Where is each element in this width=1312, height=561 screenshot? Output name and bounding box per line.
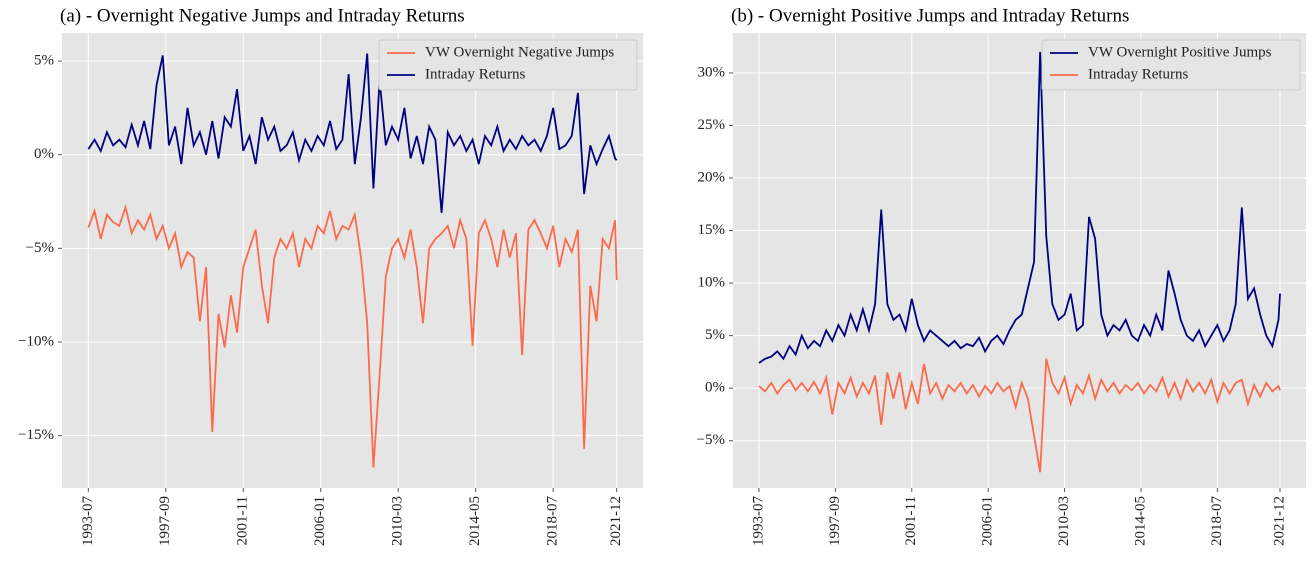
legend-label: Intraday Returns [1088,66,1189,82]
y-tick-label: −15% [18,427,54,443]
legend-label: Intraday Returns [425,66,526,82]
chart-title: (b) - Overnight Positive Jumps and Intra… [731,5,1129,26]
x-tick-label: 2021-12 [608,496,624,546]
legend-label: VW Overnight Negative Jumps [425,44,614,60]
y-tick-label: 0% [34,146,54,162]
x-tick-label: 1997-09 [827,496,843,546]
chart-title: (a) - Overnight Negative Jumps and Intra… [60,5,465,26]
x-tick-label: 2018-07 [545,496,561,546]
x-tick-label: 1993-07 [750,496,766,546]
y-tick-label: 10% [698,275,726,291]
line-series [87,203,618,468]
line-series [758,358,1281,473]
plot-area [62,33,643,488]
x-tick-label: 1993-07 [80,496,96,546]
x-tick-label: 2014-05 [1132,496,1148,546]
y-tick-label: 15% [698,222,726,238]
line-series [758,51,1281,364]
x-tick-label: 2021-12 [1271,496,1287,546]
legend-box [1041,39,1301,91]
legend: VW Overnight Negative Jumps Intraday Retu… [378,39,638,91]
y-tick-label: 25% [698,117,726,133]
x-tick-label: 2010-03 [1056,496,1072,546]
x-tick-label: 2010-03 [390,496,406,546]
legend-label: VW Overnight Positive Jumps [1088,44,1272,60]
y-tick-label: −5% [26,240,54,256]
y-tick-label: −10% [18,333,54,349]
y-tick-label: 0% [705,380,725,396]
x-tick-label: 2001-11 [235,496,251,545]
y-tick-label: 5% [34,53,54,69]
x-tick-label: 1997-09 [157,496,173,546]
plot-area [733,33,1306,488]
x-tick-label: 2006-01 [980,496,996,546]
y-tick-label: −5% [697,432,725,448]
y-tick-label: 20% [698,169,726,185]
x-tick-label: 2006-01 [312,496,328,546]
x-tick-label: 2018-07 [1209,496,1225,546]
legend-box [378,39,638,91]
y-tick-label: 30% [698,64,726,80]
x-tick-label: 2014-05 [467,496,483,546]
legend: VW Overnight Positive Jumps Intraday Retu… [1041,39,1301,91]
y-tick-label: 5% [705,327,725,343]
x-tick-label: 2001-11 [903,496,919,545]
line-series [87,53,618,213]
